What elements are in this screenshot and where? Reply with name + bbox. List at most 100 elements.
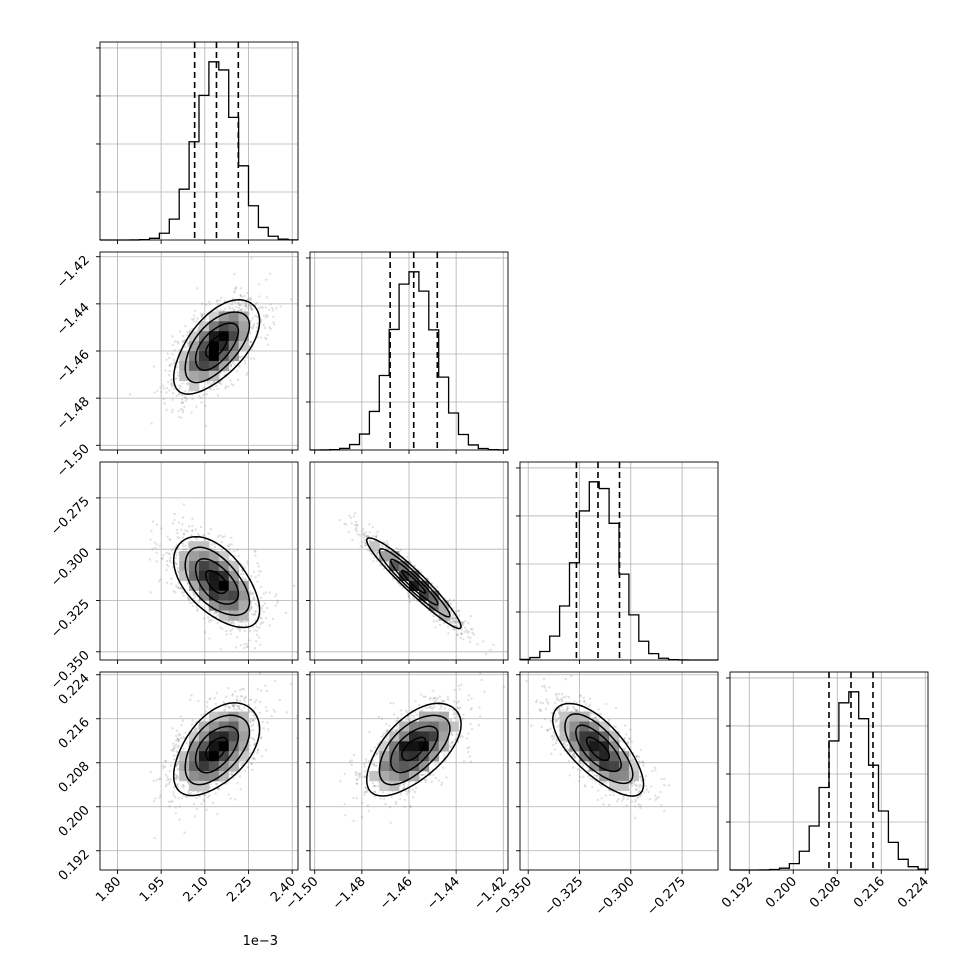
sample-point [218,381,222,384]
sample-point [229,632,233,636]
density-cell [599,761,610,772]
sample-point [343,522,346,526]
sample-point [237,620,240,623]
density-cell [238,331,249,342]
sample-point [582,700,586,703]
sample-point [436,696,439,700]
sample-point [152,365,156,368]
sample-point [608,793,612,797]
sample-point [167,800,171,803]
sample-point [196,532,200,536]
sample-point [234,798,237,801]
sample-point [348,760,352,763]
sample-point [638,784,641,787]
density-cell [438,711,449,722]
sample-point [366,549,370,552]
sample-point [182,533,186,536]
x-tick-label-1-1: −1.48 [330,874,369,913]
sample-point [395,729,398,732]
sample-point [175,739,178,742]
sample-point [259,689,263,692]
sample-point [177,536,181,540]
sample-point [469,760,473,763]
sample-point [432,697,435,700]
sample-point [384,739,387,742]
sample-point [210,619,213,622]
contour-3 [172,702,261,797]
contour-1 [194,725,240,774]
sample-point [573,755,577,759]
density-cell [369,541,380,552]
sample-point [250,605,253,609]
sample-point [182,503,185,506]
density-cell [179,751,190,762]
density-cell [208,331,220,342]
sample-point [255,633,259,637]
sample-point [239,644,243,647]
density-cell [438,731,449,742]
sample-point [231,704,235,707]
sample-point [264,684,267,687]
density-cell [228,570,239,582]
sample-point [375,552,378,555]
sample-point [195,796,198,800]
sample-point [243,566,246,569]
sample-point [217,788,220,791]
density-cell [409,731,420,742]
sample-point [454,617,457,620]
sample-point [268,326,271,329]
density-cell [609,731,620,742]
density-cell [208,761,220,772]
sample-point [168,356,171,360]
sample-point [525,679,528,683]
sample-point [167,565,170,568]
sample-point [244,308,247,311]
sample-point [592,712,595,716]
sample-point [343,772,346,775]
sample-point [243,697,246,701]
sample-point [447,632,450,635]
sample-point [227,385,230,388]
density-cell [238,721,249,732]
sample-point [443,707,446,710]
sample-point [254,303,257,306]
sample-point [250,725,253,728]
sample-point [386,543,390,546]
density-cell [418,731,430,742]
sample-point [204,404,207,408]
sample-point [264,591,268,594]
sample-point [202,387,205,390]
sample-point [372,763,375,766]
sample-point [172,744,176,748]
density-cell [409,761,420,772]
sample-point [184,544,187,547]
sample-point [172,785,176,789]
sample-point [467,694,470,697]
sample-point [560,698,563,702]
sample-point [177,361,180,364]
sample-point [178,733,182,737]
sample-point [640,784,643,787]
sample-point [194,528,198,531]
density-cell [559,731,570,742]
sample-point [377,715,381,719]
sample-point [573,700,576,703]
sample-point [583,784,586,787]
sample-point [408,597,411,601]
sample-point [201,313,204,316]
sample-point [432,620,436,623]
density-cell [208,711,220,722]
sample-point [177,733,180,736]
density-cell [218,761,229,772]
sample-point [591,778,594,781]
sample-point [583,699,586,703]
sample-point [180,393,184,396]
sample-point [448,744,452,747]
sample-point [248,751,252,754]
density-cell [589,741,600,752]
sample-point [204,710,207,713]
sample-point [208,303,211,306]
sample-point [471,628,474,631]
sample-point [271,309,275,312]
sample-point [571,752,575,756]
